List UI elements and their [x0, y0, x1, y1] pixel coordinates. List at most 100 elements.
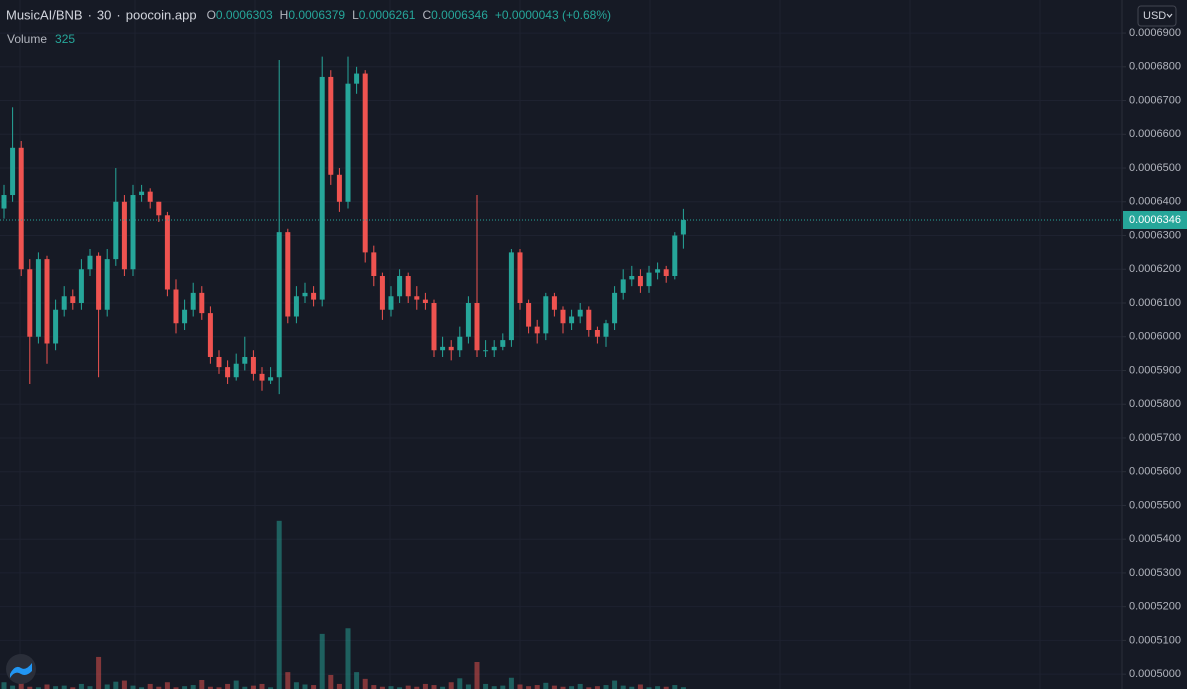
volume-bar	[586, 687, 592, 689]
volume-bar	[414, 686, 420, 689]
candle-body	[388, 296, 394, 310]
candle-body	[225, 367, 231, 378]
candle-body	[517, 252, 523, 303]
candle-body	[164, 215, 170, 290]
volume-bar	[27, 686, 33, 689]
volume-bar	[336, 683, 342, 689]
candle-body	[147, 191, 153, 202]
volume-bar	[422, 683, 428, 689]
candle-body	[629, 276, 635, 280]
volume-bar	[70, 687, 76, 689]
volume-bar	[663, 686, 669, 689]
volume-bar	[612, 680, 618, 689]
candle-body	[526, 302, 532, 327]
volume-bar	[405, 685, 411, 689]
y-tick-label: 0.0006400	[1129, 196, 1181, 208]
y-tick-label: 0.0005500	[1129, 499, 1181, 511]
candle-body	[483, 350, 489, 352]
candle-body	[500, 340, 506, 347]
change-label: +0.0000043 (+0.68%)	[495, 8, 611, 22]
volume-bar	[448, 682, 454, 689]
volume-bar	[190, 685, 196, 689]
volume-bar	[620, 685, 626, 689]
volume-label: Volume	[7, 32, 47, 46]
y-tick-label: 0.0005800	[1129, 398, 1181, 410]
candle-body	[448, 346, 454, 351]
candle-body	[276, 232, 282, 378]
candle-body	[543, 296, 549, 334]
candle-body	[78, 269, 84, 303]
candle-body	[594, 329, 600, 337]
currency-label[interactable]: USD	[1143, 10, 1166, 22]
volume-bar	[1, 682, 7, 689]
candle-body	[216, 356, 222, 368]
y-tick-label: 0.0006900	[1129, 27, 1181, 39]
candle-body	[328, 76, 334, 175]
candle-body	[397, 276, 403, 297]
y-tick-label: 0.0005900	[1129, 364, 1181, 376]
volume-bar	[199, 680, 205, 689]
volume-bar	[44, 684, 50, 689]
candle-body	[268, 377, 274, 381]
volume-bar	[61, 685, 67, 689]
legend-label: H	[280, 8, 289, 22]
candle-body	[637, 276, 643, 287]
volume-bar	[543, 682, 549, 689]
volume-bar	[207, 686, 213, 689]
candle-body	[414, 296, 420, 300]
logo[interactable]	[6, 654, 36, 684]
y-tick-label: 0.0006700	[1129, 94, 1181, 106]
volume-bar	[250, 685, 256, 689]
volume-bar	[594, 686, 600, 689]
candle-body	[465, 302, 471, 337]
y-tick-label: 0.0006200	[1129, 263, 1181, 275]
y-tick-label: 0.0005600	[1129, 466, 1181, 478]
volume-bar	[551, 685, 557, 689]
y-tick-label: 0.0005000	[1129, 668, 1181, 680]
volume-bar	[164, 682, 170, 689]
current-price-label: 0.0006346	[1129, 214, 1181, 226]
volume-bar	[182, 686, 188, 689]
price-axis: 0.0006900 0.0006800 0.0006700 0.0006600 0.00…	[1122, 27, 1187, 680]
grid	[0, 32, 1122, 675]
currency-button[interactable]: USD	[1137, 5, 1177, 27]
volume-bar	[53, 686, 59, 689]
y-tick-label: 0.0005400	[1129, 533, 1181, 545]
candle-body	[35, 259, 41, 337]
candle-body	[354, 73, 360, 84]
candle-body	[655, 269, 661, 273]
volume-bar	[121, 680, 127, 689]
volume-bar	[560, 686, 566, 689]
candle-body	[577, 309, 583, 317]
volume-bar	[457, 678, 463, 689]
currency-button-box[interactable]	[1137, 5, 1177, 27]
volume-bar	[569, 686, 575, 689]
candles	[0, 56, 1122, 395]
legend-label: O	[207, 8, 216, 22]
candle-body	[259, 373, 265, 381]
y-tick-label: 0.0006600	[1129, 128, 1181, 140]
candle-body	[70, 296, 76, 303]
candle-body	[379, 276, 385, 310]
candle-body	[405, 276, 411, 297]
candle-body	[182, 309, 188, 324]
candle-body	[319, 76, 325, 300]
logo-wave[interactable]	[10, 663, 32, 678]
candle-body	[646, 272, 652, 287]
candle-body	[569, 316, 575, 324]
y-tick-label: 0.0006800	[1129, 61, 1181, 73]
candle-body	[422, 299, 428, 303]
candle-body	[362, 73, 368, 253]
dropdown-caret[interactable]	[1166, 13, 1173, 18]
volume-bar	[646, 687, 652, 689]
volume-bar	[173, 687, 179, 689]
legend-value: 0.0006379	[288, 8, 345, 22]
candle-body	[586, 309, 592, 330]
y-tick-label: 0.0005100	[1129, 634, 1181, 646]
y-tick-label: 0.0005200	[1129, 601, 1181, 613]
volume-bar	[225, 683, 231, 689]
y-tick-label: 0.0005700	[1129, 432, 1181, 444]
candle-body	[336, 174, 342, 202]
candle-body	[18, 147, 24, 270]
